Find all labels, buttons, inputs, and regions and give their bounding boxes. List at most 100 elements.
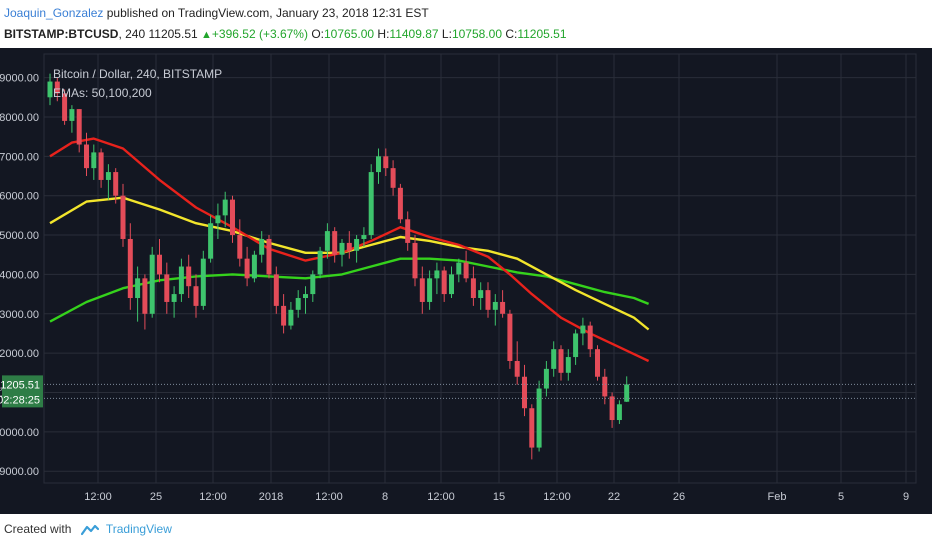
candle bbox=[354, 235, 360, 263]
candle-body bbox=[135, 278, 141, 299]
candle bbox=[135, 266, 141, 322]
close-label: C: bbox=[505, 27, 518, 41]
candle bbox=[310, 270, 316, 302]
candle-body bbox=[580, 325, 586, 334]
x-tick-label: 8 bbox=[382, 491, 388, 503]
interval-label: 240 bbox=[125, 27, 146, 41]
y-tick-label: 14000.00 bbox=[0, 269, 39, 281]
candle bbox=[215, 203, 221, 239]
candle-body bbox=[602, 376, 608, 397]
candle-body bbox=[273, 274, 279, 306]
publish-info: Joaquin_Gonzalez published on TradingVie… bbox=[4, 6, 429, 20]
candle bbox=[595, 345, 600, 381]
open-label: O: bbox=[311, 27, 324, 41]
candle bbox=[178, 258, 184, 302]
candle-body bbox=[514, 360, 520, 377]
candle bbox=[587, 321, 593, 358]
candle bbox=[142, 274, 148, 330]
candle bbox=[222, 191, 228, 228]
y-tick-label: 12000.00 bbox=[0, 348, 39, 360]
candle-body bbox=[587, 325, 593, 350]
candle bbox=[390, 160, 396, 196]
ema-legend: EMAs: 50,100,200 bbox=[53, 86, 152, 100]
candle-body bbox=[105, 172, 111, 180]
candle-body bbox=[573, 333, 579, 358]
candle-body bbox=[324, 231, 330, 251]
candle-body bbox=[317, 250, 323, 275]
candle bbox=[171, 286, 177, 318]
candle-body bbox=[251, 254, 257, 279]
candle-body bbox=[215, 215, 221, 224]
candle-body bbox=[419, 278, 425, 302]
symbol-label: BITSTAMP:BTCUSD bbox=[4, 27, 119, 41]
x-tick-label: 22 bbox=[608, 491, 620, 503]
candle bbox=[208, 215, 214, 263]
candle bbox=[84, 132, 89, 177]
footer: Created with TradingView bbox=[4, 522, 172, 536]
candle bbox=[573, 329, 579, 365]
created-with-text: Created with bbox=[4, 522, 72, 536]
author-link[interactable]: Joaquin_Gonzalez bbox=[4, 6, 104, 20]
candle bbox=[412, 235, 418, 287]
candle-body bbox=[230, 199, 235, 236]
candle-body bbox=[237, 235, 243, 259]
candle-body bbox=[536, 388, 542, 448]
candle-body bbox=[54, 81, 60, 94]
countdown-label: 02:28:25 bbox=[0, 394, 40, 406]
price-tags: 11205.51 02:28:25 bbox=[0, 375, 916, 408]
candle-body bbox=[522, 376, 527, 409]
candle bbox=[419, 266, 425, 314]
candle bbox=[62, 89, 68, 125]
ohlc-header: BITSTAMP:BTCUSD, 240 11205.51 ▲+396.52 (… bbox=[4, 27, 567, 41]
candle bbox=[536, 380, 542, 452]
tradingview-link[interactable]: TradingView bbox=[105, 522, 172, 536]
candle bbox=[478, 282, 484, 310]
plot-frame bbox=[43, 53, 917, 484]
candle-body bbox=[397, 187, 403, 220]
candle-body bbox=[500, 301, 506, 314]
candle-body bbox=[113, 172, 119, 196]
candle-body bbox=[463, 262, 469, 279]
candles bbox=[47, 73, 630, 460]
candle bbox=[361, 227, 367, 247]
close-value: 11205.51 bbox=[517, 27, 567, 41]
candle bbox=[543, 360, 549, 397]
candle-body bbox=[76, 109, 82, 145]
x-tick-label: 9 bbox=[903, 491, 909, 503]
candle bbox=[149, 246, 155, 318]
candle-body bbox=[310, 274, 316, 295]
candle-body bbox=[178, 266, 184, 295]
candle-body bbox=[405, 219, 411, 243]
candle bbox=[105, 164, 111, 200]
candle bbox=[346, 231, 352, 259]
candle-body bbox=[91, 152, 97, 169]
candle bbox=[492, 294, 498, 326]
candle-body bbox=[470, 278, 476, 299]
published-text: published on TradingView.com, January 23… bbox=[106, 6, 429, 20]
open-value: 10765.00 bbox=[324, 27, 375, 41]
candle bbox=[602, 368, 608, 405]
candle bbox=[113, 168, 119, 204]
price-chart[interactable]: 9000.0010000.0011000.0012000.0013000.001… bbox=[0, 48, 932, 514]
candle-body bbox=[127, 238, 133, 299]
candle bbox=[376, 148, 381, 184]
candle bbox=[405, 211, 411, 251]
candle bbox=[609, 392, 615, 428]
low-value: 10758.00 bbox=[451, 27, 502, 41]
candle-body bbox=[149, 254, 155, 314]
y-tick-label: 15000.00 bbox=[0, 230, 39, 242]
high-label: H: bbox=[377, 27, 390, 41]
x-tick-label: 25 bbox=[150, 491, 162, 503]
x-tick-label: 15 bbox=[493, 491, 505, 503]
candle-body bbox=[449, 274, 454, 295]
price-tag-label: 11205.51 bbox=[0, 379, 40, 391]
candle bbox=[463, 250, 469, 283]
candle bbox=[558, 345, 564, 381]
candle-body bbox=[164, 274, 170, 302]
candle bbox=[580, 317, 586, 346]
candle bbox=[514, 341, 520, 385]
candle bbox=[54, 77, 60, 102]
change-value: +396.52 (+3.67%) bbox=[211, 27, 308, 41]
candle-body bbox=[492, 301, 498, 310]
candle-body bbox=[551, 349, 557, 369]
